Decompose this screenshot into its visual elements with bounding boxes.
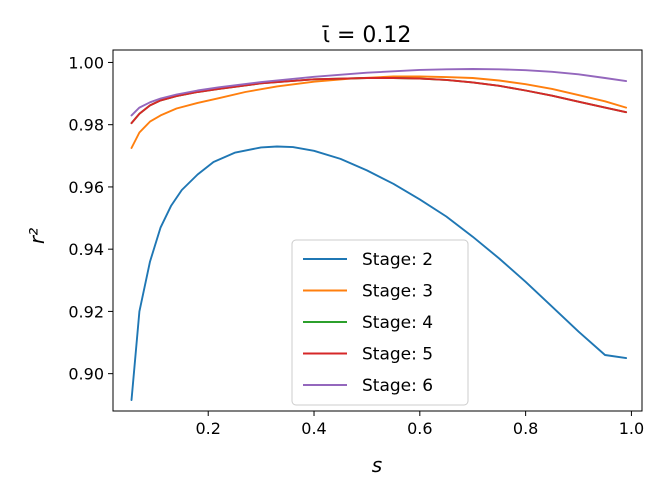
chart-title: ῑ = 0.12 [322, 23, 412, 48]
plot-area [130, 68, 628, 402]
x-axis-ticks: 0.2 0.4 0.6 0.8 1.0 [195, 411, 644, 438]
y-tick-label: 0.90 [68, 365, 104, 384]
legend-box [291, 239, 469, 406]
x-axis-label: s [372, 453, 382, 477]
x-tick-label: 0.6 [407, 419, 432, 438]
y-axis-ticks: 0.90 0.92 0.94 0.96 0.98 1.00 [68, 53, 113, 384]
legend: Stage: 2 Stage: 3 Stage: 4 Stage: 5 Stage: 6 [291, 239, 469, 406]
series-line-stage-2 [130, 145, 628, 402]
y-tick-label: 0.98 [68, 116, 104, 135]
x-tick-label: 0.2 [195, 419, 220, 438]
legend-entry-label: Stage: 2 [362, 250, 433, 270]
legend-entry-label: Stage: 6 [362, 376, 433, 396]
series-line-stage-5 [130, 77, 628, 125]
y-tick-label: 0.92 [68, 302, 104, 321]
y-tick-label: 0.96 [68, 178, 104, 197]
y-tick-label: 1.00 [68, 53, 104, 72]
y-axis-label: r² [25, 228, 49, 244]
legend-entry-label: Stage: 3 [362, 282, 433, 302]
plot-frame [112, 49, 643, 412]
legend-entry-label: Stage: 5 [362, 345, 433, 365]
legend-entry-label: Stage: 4 [362, 313, 433, 333]
x-tick-label: 0.4 [301, 419, 326, 438]
series-line-stage-3 [130, 75, 628, 149]
x-tick-label: 0.8 [513, 419, 538, 438]
x-tick-label: 1.0 [619, 419, 644, 438]
series-line-stage-6 [130, 68, 628, 117]
y-tick-label: 0.94 [68, 240, 104, 259]
